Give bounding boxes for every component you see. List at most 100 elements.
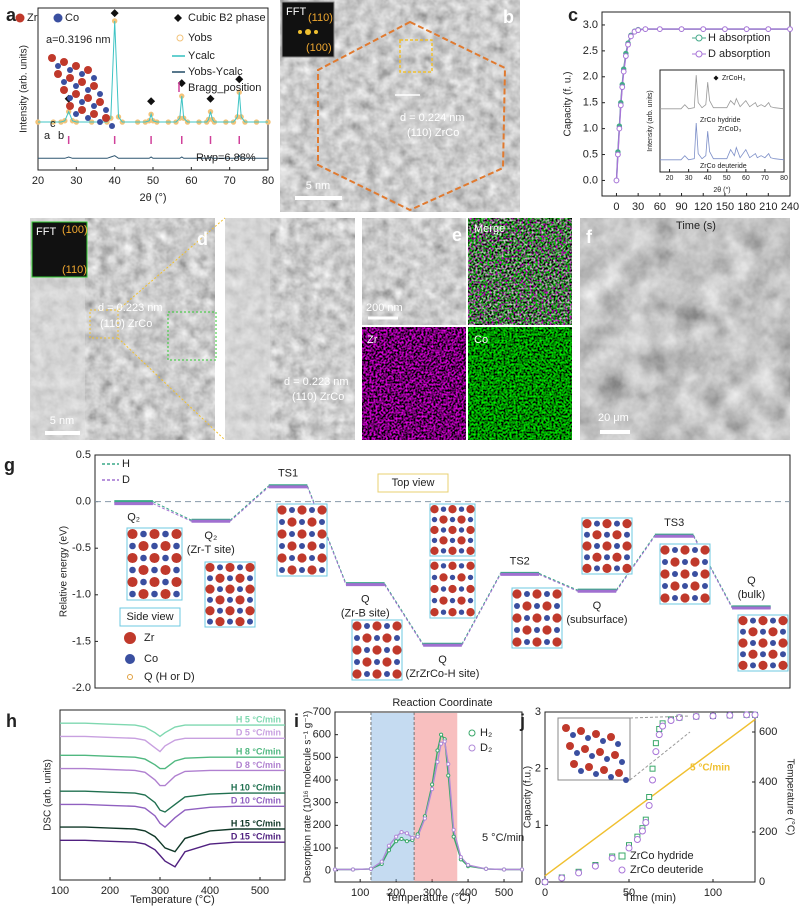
- zr-atom: [552, 637, 562, 647]
- co-atom: [534, 603, 540, 609]
- zoom-line: [629, 731, 691, 781]
- data-point: [435, 748, 440, 753]
- co-atom: [467, 597, 474, 604]
- data-point: [787, 26, 793, 33]
- zr-atom: [297, 553, 307, 563]
- zr-atom: [448, 525, 457, 535]
- co-atom: [458, 586, 465, 592]
- y2-tick-label: 0: [759, 876, 765, 888]
- x-tick-label: 70: [224, 175, 236, 187]
- series-label: H 15 °C/min: [231, 818, 281, 828]
- b2-marker: [110, 9, 119, 18]
- zr-atom: [102, 114, 110, 122]
- zr-legend-dot: [124, 632, 136, 644]
- panel-label: g: [4, 455, 15, 475]
- co-atom: [289, 531, 295, 537]
- y-tick-label: 2.0: [583, 71, 598, 83]
- fft-box: [167, 311, 217, 361]
- zr-atom: [522, 601, 532, 611]
- annotation: a: [44, 130, 51, 142]
- x-tick-label: 200: [387, 887, 405, 899]
- legend-swatch: [618, 866, 626, 874]
- connector: [615, 534, 656, 591]
- co-atom: [740, 651, 746, 658]
- zr-atom: [602, 541, 612, 551]
- y-axis-label: Capacity (f.u.): [523, 766, 534, 828]
- co-atom: [207, 618, 213, 625]
- data-point: [620, 68, 627, 75]
- zr-atom: [317, 553, 327, 563]
- zr-atom: [738, 638, 748, 648]
- zr-atom: [758, 638, 768, 648]
- panel-f: f 20 μm: [580, 218, 790, 440]
- co-atom: [554, 603, 560, 609]
- x-tick-label: 150: [716, 201, 734, 213]
- x-tick-label: 0: [542, 887, 548, 899]
- series-label: D 10 °C/min: [231, 796, 281, 806]
- y-tick-label: 700: [313, 706, 331, 718]
- co-atom: [574, 750, 580, 756]
- data-point: [667, 717, 675, 724]
- zr-atom: [448, 561, 457, 570]
- y-tick-label: 3: [535, 706, 541, 718]
- data-point: [633, 836, 641, 843]
- data-point: [415, 834, 420, 839]
- zr-atom: [768, 649, 778, 659]
- co-atom: [217, 564, 223, 571]
- data-point: [446, 773, 451, 778]
- inset-annotation: ZrCo deuteride: [700, 163, 747, 170]
- zr-atom: [171, 576, 182, 588]
- co-atom: [594, 565, 600, 572]
- co-atom: [544, 639, 550, 645]
- x-tick-label: 30: [70, 175, 82, 187]
- co-atom: [780, 651, 786, 658]
- zr-atom: [680, 545, 690, 555]
- annotation: 5 °C/min: [482, 832, 524, 844]
- zr-atom: [532, 613, 542, 623]
- co-atom: [173, 590, 180, 598]
- zr-atom: [758, 660, 768, 671]
- co-atom: [431, 537, 438, 544]
- data-point: [722, 26, 728, 33]
- zr-atom: [72, 90, 80, 98]
- zr-atom: [582, 519, 592, 529]
- zr-atom: [352, 621, 362, 631]
- zr-atom: [215, 595, 225, 605]
- co-atom: [394, 635, 400, 641]
- data-point: [649, 776, 657, 784]
- data-point: [692, 713, 700, 721]
- co-atom: [458, 563, 465, 569]
- series-line: [60, 722, 285, 738]
- connector: [693, 535, 733, 609]
- zr-atom: [297, 529, 307, 539]
- co-atom: [524, 639, 530, 645]
- co-atom: [750, 640, 756, 646]
- zr-atom: [277, 505, 287, 515]
- zr-atom: [690, 581, 700, 591]
- co-atom: [760, 651, 766, 658]
- connector: [615, 535, 656, 592]
- fft-spot: [314, 30, 318, 34]
- data-point: [613, 177, 620, 184]
- y-tick-label: 3.0: [583, 19, 598, 31]
- x-tick-label: 400: [201, 885, 219, 897]
- plane-caption: (110) ZrCo: [407, 127, 459, 139]
- x-tick-label: 400: [459, 887, 477, 899]
- series-line: [60, 767, 285, 787]
- y-axis-label: Relative energy (eV): [59, 526, 70, 617]
- x-tick-label: 80: [780, 175, 788, 182]
- data-point: [541, 878, 549, 886]
- zr-atom: [439, 596, 448, 605]
- co-atom: [662, 559, 668, 565]
- zr-atom: [225, 606, 235, 616]
- zr-atom: [660, 593, 670, 603]
- co-atom: [55, 63, 61, 69]
- zr-atom: [680, 569, 690, 579]
- zr-atom: [60, 58, 68, 66]
- legend-label: Cubic B2 phase: [188, 12, 266, 24]
- zr-atom: [66, 102, 74, 110]
- plot-frame: [659, 69, 785, 173]
- co-atom: [584, 531, 590, 538]
- zr-atom: [149, 576, 160, 588]
- co-atom: [584, 554, 590, 561]
